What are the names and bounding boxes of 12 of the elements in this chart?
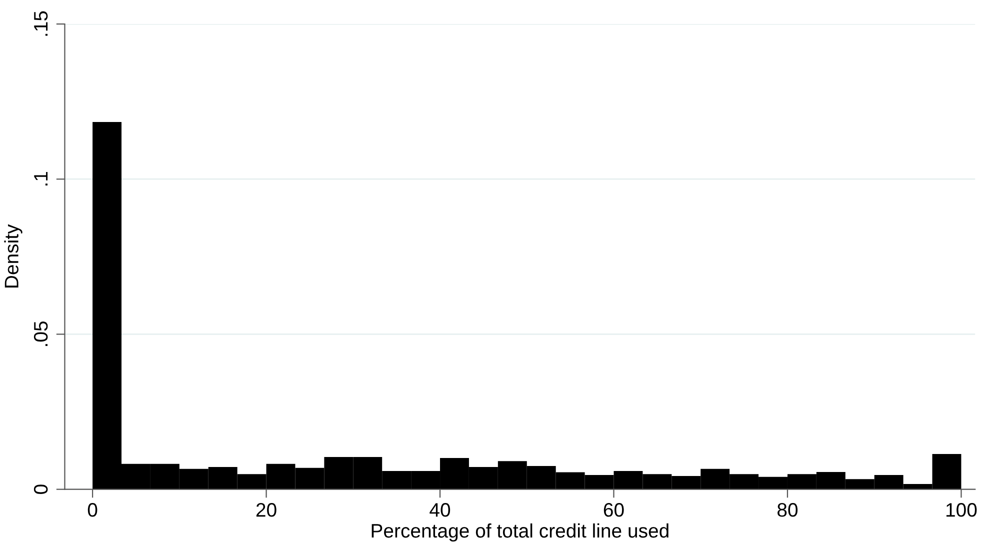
x-tick-label: 80 bbox=[778, 503, 798, 517]
y-tick-label: 0 bbox=[34, 484, 48, 494]
x-tick-label: 20 bbox=[256, 503, 276, 517]
x-tick-label: 0 bbox=[88, 503, 98, 517]
x-tick-label: 40 bbox=[430, 503, 450, 517]
x-tick-label: 100 bbox=[946, 503, 977, 517]
y-tick-label: .05 bbox=[34, 322, 48, 346]
y-axis-title: Density bbox=[4, 224, 22, 288]
y-tick-label: .15 bbox=[34, 11, 48, 36]
x-tick-label: 60 bbox=[604, 503, 624, 517]
x-axis-title: Percentage of total credit line used bbox=[372, 523, 668, 542]
y-tick-label: .1 bbox=[34, 172, 48, 186]
